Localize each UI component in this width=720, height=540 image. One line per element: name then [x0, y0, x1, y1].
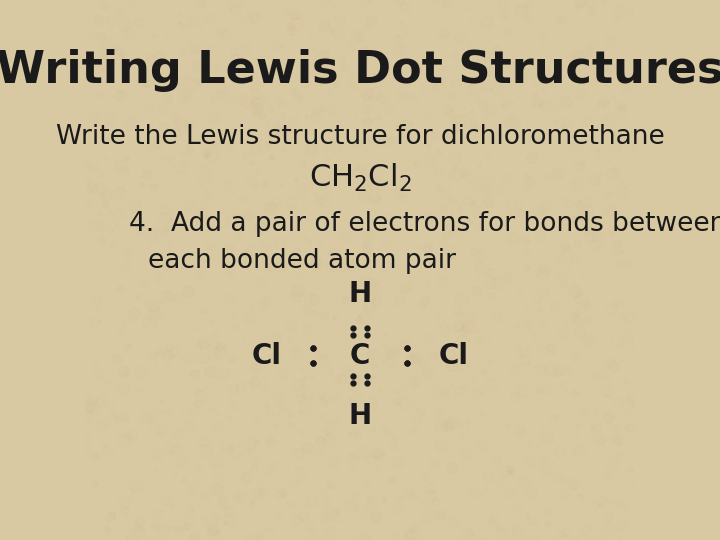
Text: each bonded atom pair: each bonded atom pair [148, 248, 456, 274]
Text: H: H [348, 280, 372, 308]
Text: Cl: Cl [251, 342, 282, 370]
Text: H: H [348, 402, 372, 430]
Text: Write the Lewis structure for dichloromethane: Write the Lewis structure for dichlorome… [55, 124, 665, 150]
Text: CH$_2$Cl$_2$: CH$_2$Cl$_2$ [309, 162, 411, 194]
Text: 4.  Add a pair of electrons for bonds between: 4. Add a pair of electrons for bonds bet… [129, 211, 720, 237]
Text: Cl: Cl [438, 342, 469, 370]
Text: Writing Lewis Dot Structures: Writing Lewis Dot Structures [0, 49, 720, 92]
Text: C: C [350, 342, 370, 370]
